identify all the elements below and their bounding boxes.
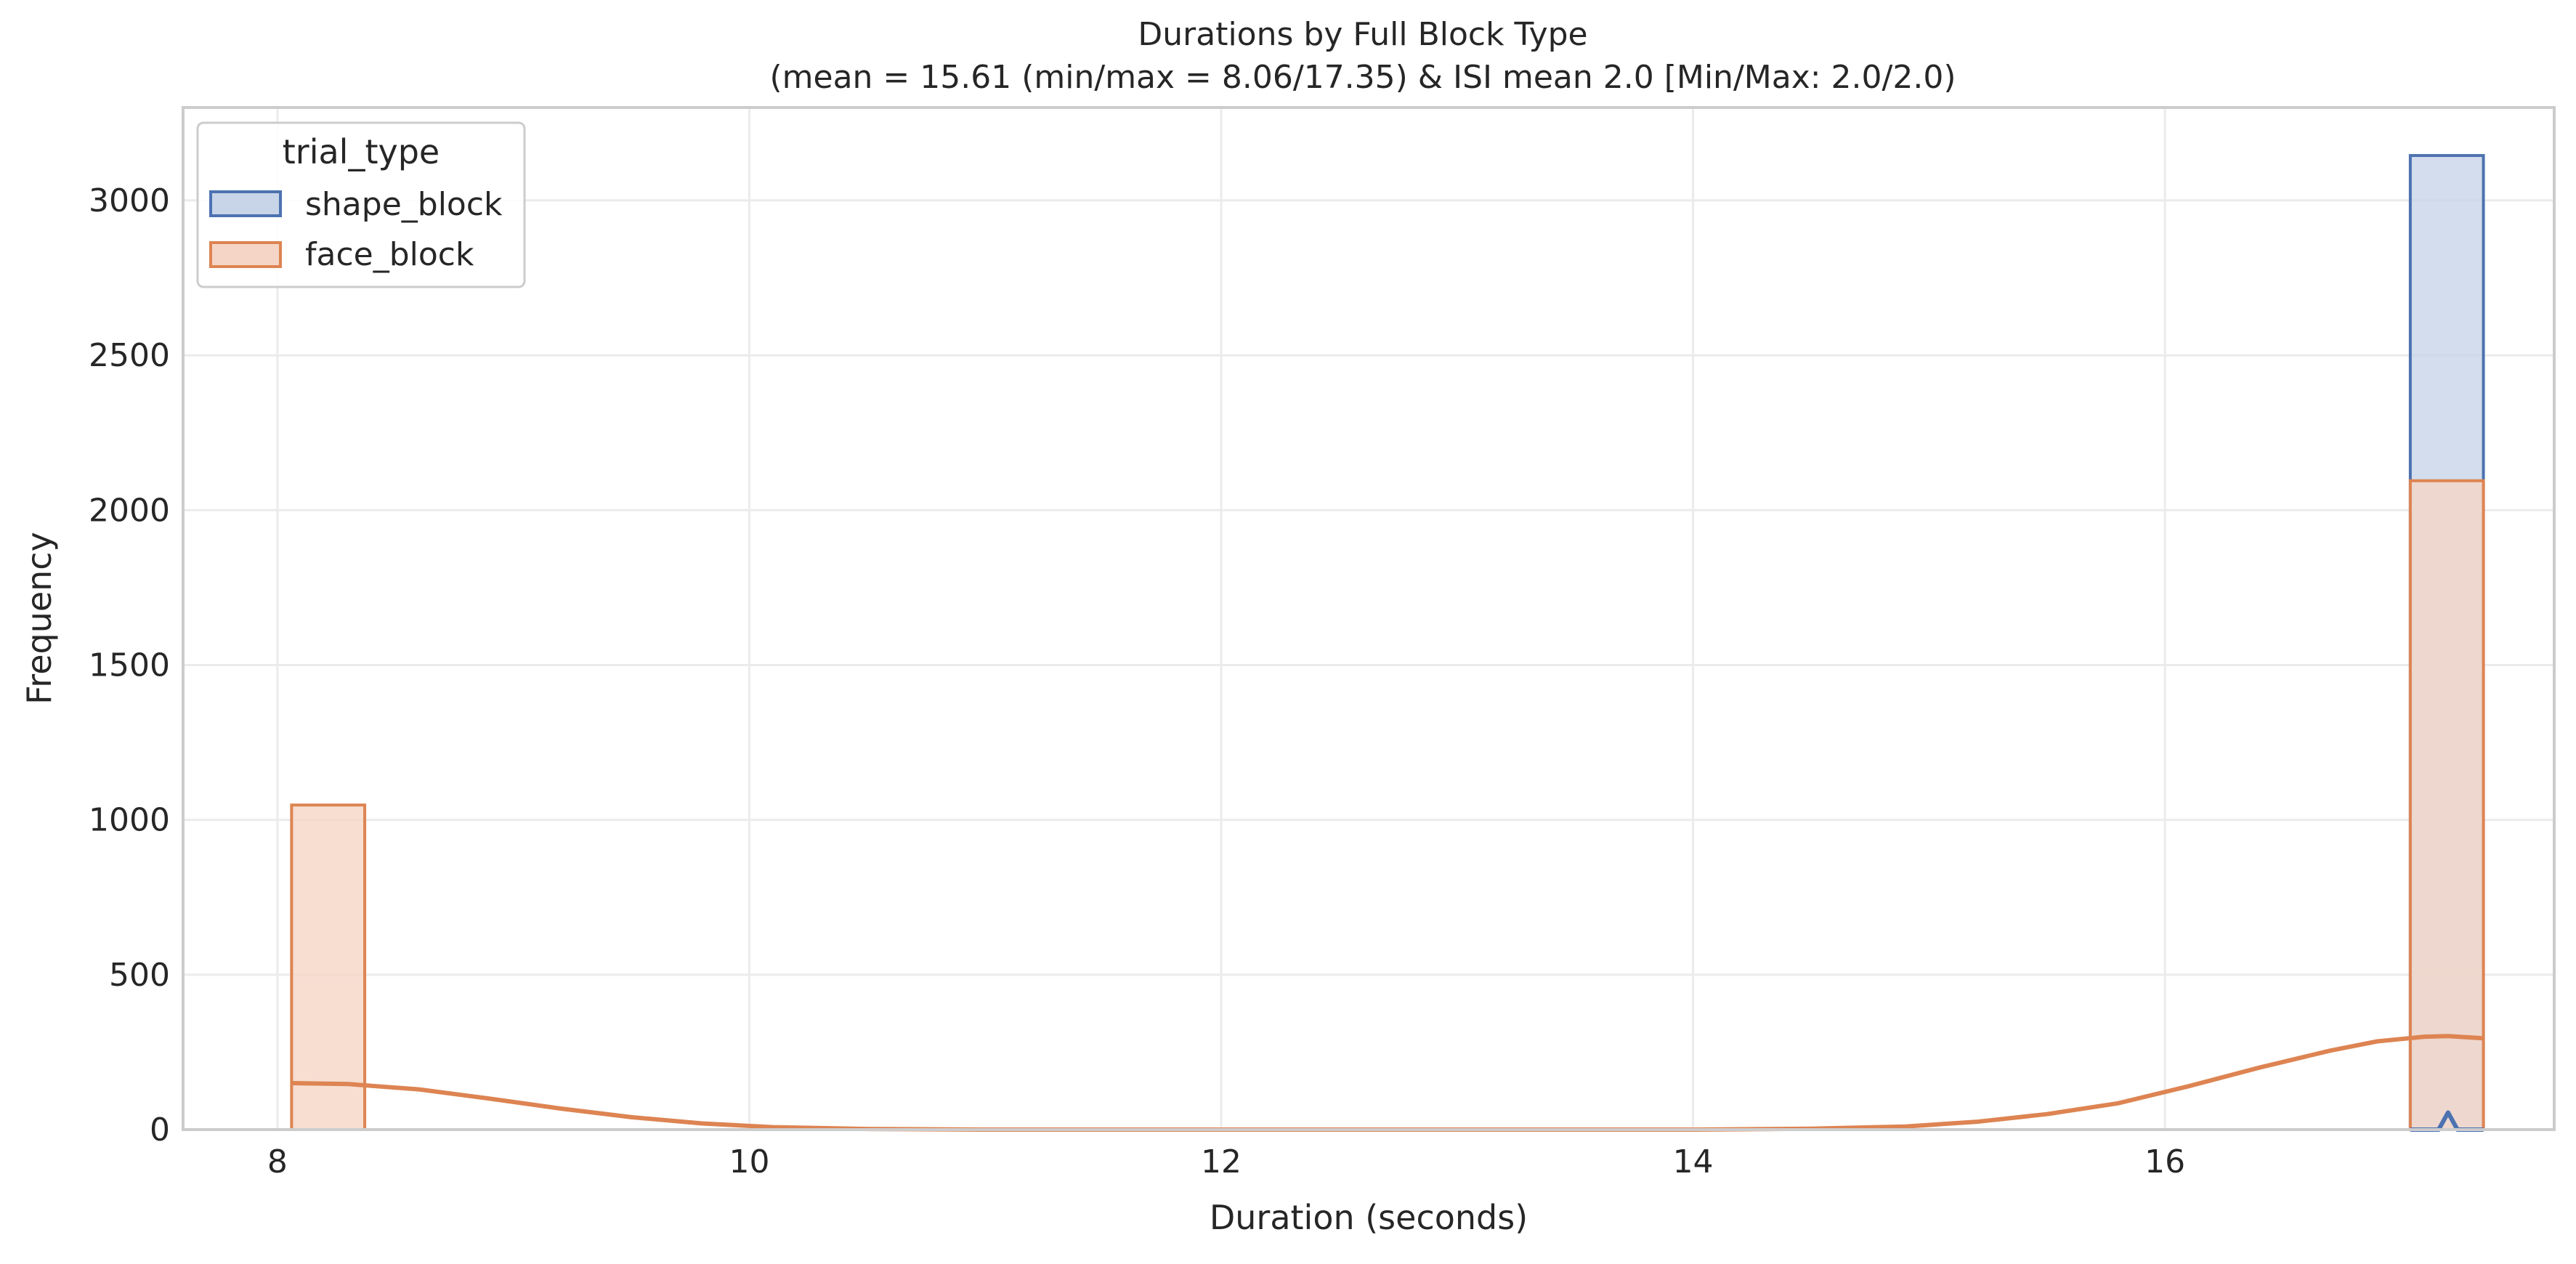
- kde-curves: [291, 1034, 2484, 1132]
- y-tick-label: 2500: [89, 337, 170, 374]
- x-axis-label: Duration (seconds): [1210, 1198, 1528, 1237]
- y-tick-label: 1000: [89, 802, 170, 839]
- chart-subtitle: (mean = 15.61 (min/max = 8.06/17.35) & I…: [770, 59, 1956, 96]
- x-tick-label: 8: [267, 1143, 288, 1180]
- legend-label-shape-block: shape_block: [305, 186, 503, 223]
- kde-line-face-block: [291, 1034, 2484, 1132]
- chart-title: Durations by Full Block Type: [1138, 16, 1587, 53]
- y-tick-label: 1500: [89, 647, 170, 684]
- legend-swatch-face-block: [209, 241, 282, 268]
- x-tick-label: 10: [729, 1143, 769, 1180]
- plot-frame: [182, 106, 2556, 1131]
- y-axis-label: Frequency: [20, 532, 59, 705]
- y-axis-ticks: 0 500 1000 1500 2000 2500 3000: [89, 182, 170, 1148]
- legend-title: trial_type: [283, 132, 440, 171]
- y-tick-label: 2000: [89, 492, 170, 529]
- x-tick-label: 12: [1201, 1143, 1242, 1180]
- x-tick-label: 16: [2144, 1143, 2185, 1180]
- y-tick-label: 0: [150, 1111, 170, 1148]
- y-tick-label: 3000: [89, 182, 170, 219]
- y-tick-label: 500: [109, 957, 170, 994]
- legend: trial_type shape_block face_block: [196, 121, 526, 288]
- x-tick-label: 14: [1673, 1143, 1714, 1180]
- histogram-bars: [290, 154, 2485, 1132]
- legend-swatch-shape-block: [209, 190, 282, 217]
- histogram-bar-face-block: [290, 803, 367, 1131]
- histogram-bar-face-block: [2408, 479, 2485, 1131]
- x-axis-ticks: 8 10 12 14 16: [267, 1143, 2185, 1180]
- grid-lines: [183, 108, 2554, 1131]
- legend-label-face-block: face_block: [305, 236, 474, 273]
